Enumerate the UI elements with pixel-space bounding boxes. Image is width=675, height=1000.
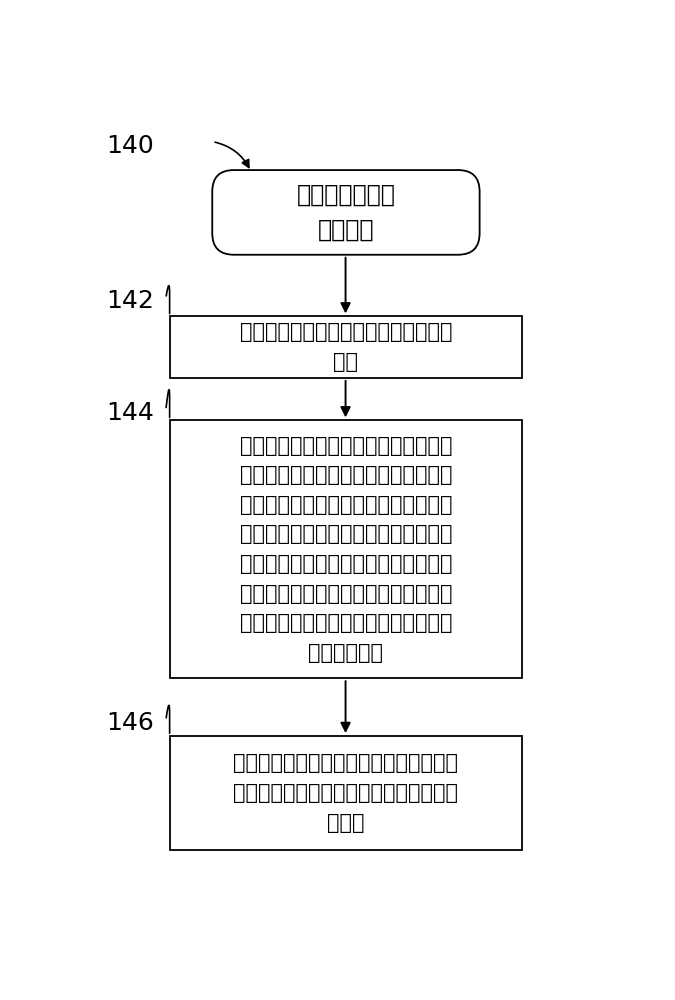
Text: 使用与一个或多个重复序列比对的序列读
段确定一个或多个重复序列的一个或多个
基因型: 使用与一个或多个重复序列比对的序列读 段确定一个或多个重复序列的一个或多个 基因… — [234, 753, 458, 833]
Text: 收集来自数据库的试验样品的核酸序列
读段: 收集来自数据库的试验样品的核酸序列 读段 — [240, 322, 452, 372]
FancyBboxPatch shape — [212, 170, 480, 255]
FancyBboxPatch shape — [169, 420, 522, 678]
Text: 144: 144 — [106, 401, 154, 425]
Text: 140: 140 — [106, 134, 154, 158]
FancyBboxPatch shape — [169, 736, 522, 850]
Text: 142: 142 — [106, 289, 154, 313]
FancyBboxPatch shape — [169, 316, 522, 378]
Text: 将序列读段与各自由序列图表示的一个
或多个重复序列比对，其中序列图具有
有向图的数据结构，该有向图具有表示
核酸序列的顶点和连接该顶点的有向边
缘，并且其中该序: 将序列读段与各自由序列图表示的一个 或多个重复序列比对，其中序列图具有 有向图的… — [240, 436, 452, 663]
Text: 对重复序列进行
基因分型: 对重复序列进行 基因分型 — [296, 183, 396, 242]
Text: 146: 146 — [106, 711, 154, 735]
